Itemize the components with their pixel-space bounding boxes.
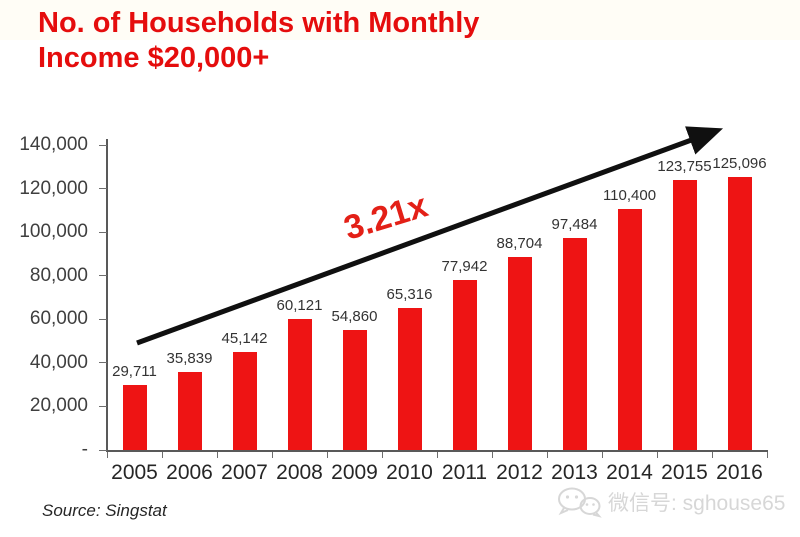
bar-value-label-2005: 29,711 (112, 363, 157, 380)
x-axis-category-label-2008: 2008 (276, 461, 323, 484)
bar-2009 (342, 330, 367, 450)
y-axis-tick (99, 144, 107, 146)
x-axis-tick (327, 452, 328, 458)
y-axis-tick (99, 188, 107, 190)
x-axis-category-label-2012: 2012 (496, 461, 543, 484)
x-axis-tick (602, 452, 603, 458)
x-axis-tick (162, 452, 163, 458)
x-axis-tick (712, 452, 713, 458)
y-axis-tick-label: 100,000 (19, 221, 88, 243)
bar-value-label-2014: 110,400 (602, 187, 657, 204)
x-axis-tick (382, 452, 383, 458)
bar-2010 (397, 308, 422, 450)
bar-2008 (287, 319, 312, 450)
bar-value-label-2006: 35,839 (166, 350, 213, 367)
x-axis-tick (437, 452, 438, 458)
x-axis-category-label-2014: 2014 (606, 461, 653, 484)
y-axis-tick (99, 275, 107, 277)
watermark: 微信号: sghouse65 (556, 486, 785, 518)
x-axis-category-label-2009: 2009 (331, 461, 378, 484)
bar-2005 (122, 385, 147, 450)
x-axis-category-label-2005: 2005 (111, 461, 158, 484)
trend-annotation-label: 3.21x (339, 186, 433, 248)
x-axis-line (106, 450, 768, 452)
source-note: Source: Singstat (42, 501, 167, 520)
bar-value-label-2016: 125,096 (712, 155, 767, 172)
bar-2016 (727, 177, 752, 450)
y-axis-tick (99, 449, 107, 451)
chart-title: No. of Households with Monthly Income $2… (38, 7, 480, 74)
bar-2006 (177, 372, 202, 450)
bar-2013 (562, 238, 587, 450)
y-axis-tick (99, 362, 107, 364)
bar-2015 (672, 180, 697, 450)
x-axis-tick (492, 452, 493, 458)
x-axis-tick (547, 452, 548, 458)
y-axis-tick (99, 318, 107, 320)
x-axis-category-label-2006: 2006 (166, 461, 213, 484)
bar-value-label-2007: 45,142 (221, 330, 268, 347)
x-axis-tick (767, 452, 768, 458)
x-axis-category-label-2011: 2011 (441, 461, 488, 484)
y-axis-tick (99, 231, 107, 233)
x-axis-category-label-2015: 2015 (661, 461, 708, 484)
x-axis-category-label-2010: 2010 (386, 461, 433, 484)
y-axis-tick-label: 120,000 (19, 177, 88, 199)
bar-value-label-2009: 54,860 (331, 308, 378, 325)
bar-value-label-2010: 65,316 (386, 286, 433, 303)
x-axis-tick (107, 452, 108, 458)
x-axis-tick (657, 452, 658, 458)
x-axis-category-label-2013: 2013 (551, 461, 598, 484)
y-axis-tick-label: 60,000 (29, 308, 88, 330)
bar-value-label-2011: 77,942 (441, 258, 488, 275)
watermark-text: 微信号: sghouse65 (608, 492, 786, 515)
y-axis-tick-label: 40,000 (29, 351, 88, 373)
y-axis-tick-label: 140,000 (19, 134, 88, 155)
y-axis-tick-label: 20,000 (29, 395, 88, 417)
top-band (0, 0, 800, 40)
x-axis-category-label-2007: 2007 (221, 461, 268, 484)
y-axis-line (106, 139, 108, 452)
bar-2011 (452, 280, 477, 450)
x-axis-tick (272, 452, 273, 458)
x-axis-category-label-2016: 2016 (716, 461, 763, 484)
x-axis-tick (217, 452, 218, 458)
bar-2007 (232, 352, 257, 450)
bar-value-label-2013: 97,484 (551, 216, 598, 233)
y-axis-tick-label: 80,000 (29, 264, 88, 286)
bar-2014 (617, 209, 642, 450)
wechat-icon (558, 487, 602, 518)
y-axis-tick-label: - (81, 439, 88, 460)
bar-2012 (507, 257, 532, 450)
y-axis-tick (99, 405, 107, 407)
bar-value-label-2012: 88,704 (496, 235, 543, 252)
